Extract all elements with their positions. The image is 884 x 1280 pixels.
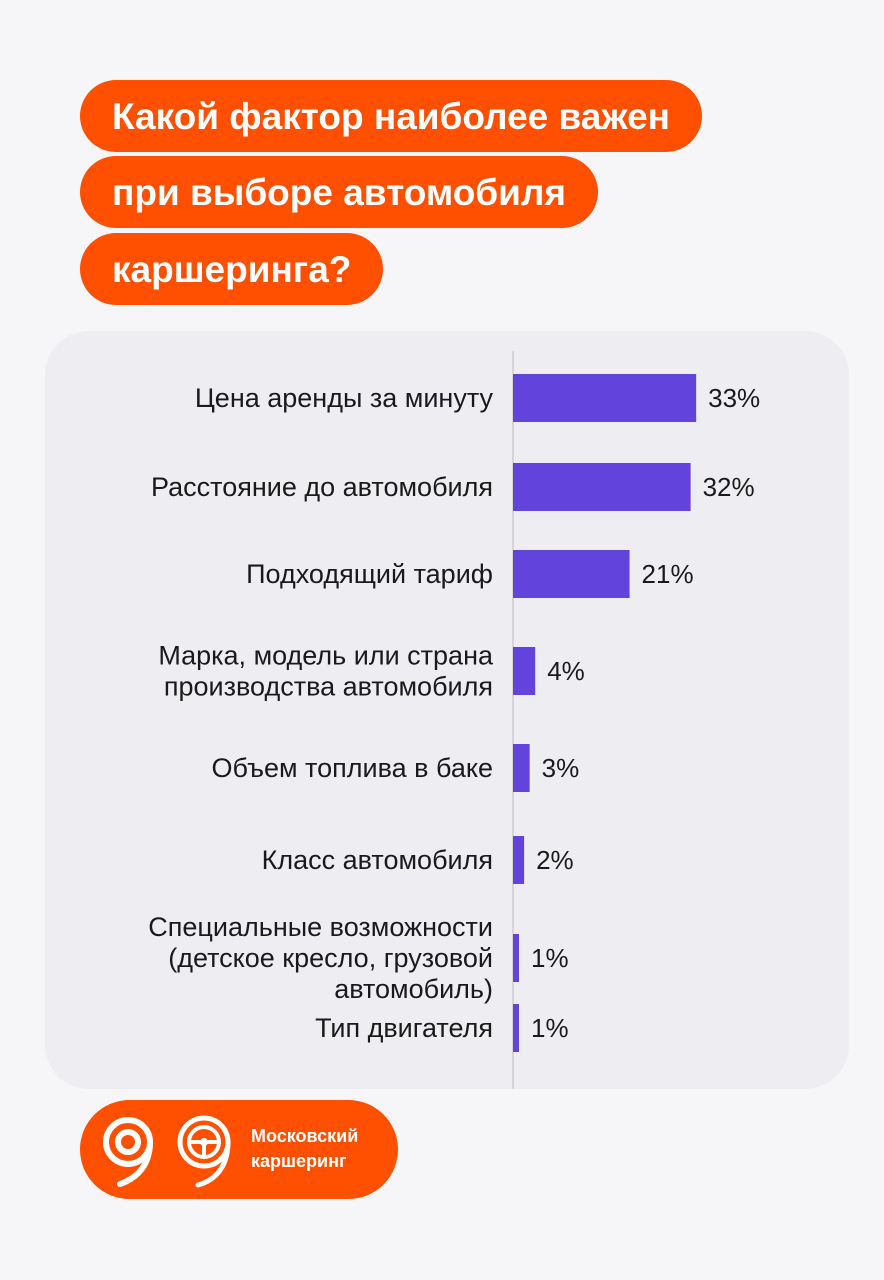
logo-9-icon — [103, 1117, 153, 1187]
category-label-1: Цена аренды за минуту — [195, 383, 494, 413]
category-label-line: Расстояние до автомобиля — [151, 472, 493, 502]
value-label-4: 4% — [547, 656, 585, 686]
value-label-8: 1% — [531, 1013, 569, 1043]
bar-8 — [513, 1004, 519, 1052]
title-line-1: Какой фактор наиболее важен — [80, 80, 703, 152]
bar-6 — [513, 836, 525, 884]
value-label-3: 21% — [642, 559, 694, 589]
brand-name: Московский каршеринг — [251, 1124, 358, 1174]
category-label-line: Класс автомобиля — [262, 845, 493, 875]
bar-2 — [513, 463, 691, 511]
category-label-2: Расстояние до автомобиля — [151, 472, 493, 502]
category-label-8: Тип двигателя — [315, 1013, 493, 1043]
category-label-line: Марка, модель или страна — [158, 641, 494, 671]
category-label-line: Специальные возможности — [148, 912, 493, 942]
brand-badge[interactable]: Московский каршеринг — [80, 1100, 398, 1199]
title-line-2: при выборе автомобиля — [80, 156, 598, 228]
category-label-3: Подходящий тариф — [246, 559, 493, 589]
bar-3 — [513, 550, 630, 598]
bar-5 — [513, 744, 530, 792]
value-label-1: 33% — [708, 383, 760, 413]
bar-chart: 33% Цена аренды за минуту 32% Расстояние до… — [148, 351, 760, 1089]
bar-7 — [513, 934, 519, 982]
category-label-5: Объем топлива в баке — [212, 753, 493, 783]
bar-1 — [513, 374, 697, 422]
value-label-6: 2% — [536, 845, 574, 875]
value-label-7: 1% — [531, 943, 569, 973]
category-label-6: Класс автомобиля — [262, 845, 493, 875]
category-label-line: производства автомобиля — [164, 672, 493, 702]
brand-name-line-2: каршеринг — [251, 1151, 347, 1171]
category-label-7: Специальные возможности (детское кресло, … — [148, 912, 493, 1004]
category-label-line: (детское кресло, грузовой — [168, 943, 493, 973]
category-label-line: Цена аренды за минуту — [195, 383, 494, 413]
bar-4 — [513, 647, 536, 695]
category-label-line: Объем топлива в баке — [212, 753, 493, 783]
category-label-line: Подходящий тариф — [246, 559, 493, 589]
value-label-5: 3% — [542, 753, 580, 783]
category-label-4: Марка, модель или страна производства авт… — [158, 641, 494, 702]
brand-name-line-1: Московский — [251, 1126, 359, 1146]
title-line-3: каршеринга? — [80, 233, 384, 305]
category-label-line: автомобиль) — [334, 974, 493, 1004]
value-label-2: 32% — [703, 472, 755, 502]
steering-wheel-icon — [177, 1115, 231, 1188]
category-label-line: Тип двигателя — [315, 1013, 493, 1043]
chart-card: 33% Цена аренды за минуту 32% Расстояние до… — [45, 331, 849, 1089]
